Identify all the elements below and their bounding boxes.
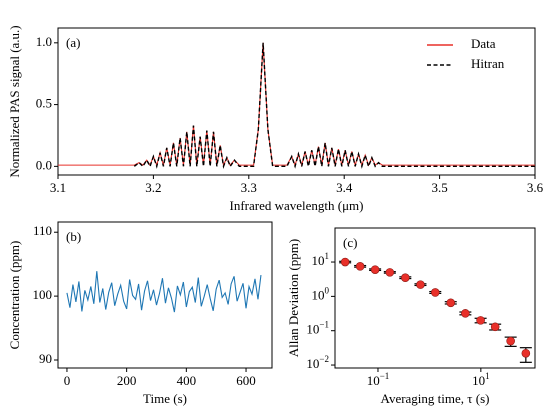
y-tick-label: 1.0	[36, 34, 52, 49]
plot-frame	[57, 27, 536, 176]
y-tick-label: 10−1	[306, 320, 329, 337]
data-point	[385, 268, 395, 277]
series-line	[58, 42, 535, 168]
plot-frame	[334, 227, 536, 369]
data-point	[401, 273, 410, 282]
x-tick-label: 3.4	[336, 180, 353, 195]
x-tick-label: 400	[177, 373, 197, 388]
y-tick-label-exponent: 1	[325, 251, 330, 261]
x-tick-label: 3.3	[241, 180, 257, 195]
y-tick-label: 100	[312, 285, 330, 302]
x-tick-label: 3.5	[431, 180, 447, 195]
data-point	[416, 280, 425, 289]
y-tick-label-exponent: −1	[319, 320, 329, 330]
y-tick-label: 110	[33, 223, 52, 238]
legend-label: Hitran	[471, 56, 505, 71]
y-tick-label-base: 10	[312, 287, 325, 302]
x-tick-label: 3.2	[145, 180, 161, 195]
y-axis-label: Concentration (ppm)	[7, 241, 22, 350]
x-tick-label-exponent: −1	[380, 371, 390, 381]
x-tick-label-exponent: 1	[485, 371, 490, 381]
y-tick-label: 0.5	[36, 96, 52, 111]
data-point	[506, 336, 515, 346]
data-point	[446, 298, 456, 308]
y-axis-label: Allan Deviation (ppm)	[286, 239, 301, 357]
series-line	[66, 271, 262, 313]
x-axis-label: Infrared wavelength (μm)	[229, 198, 363, 213]
y-tick-label-exponent: −2	[319, 354, 329, 364]
x-tick-label: 600	[236, 373, 256, 388]
data-point	[370, 265, 380, 274]
data-point	[476, 316, 485, 325]
data-point	[490, 322, 500, 332]
y-tick-label-base: 10	[306, 356, 319, 371]
y-tick-label: 10−2	[306, 354, 329, 371]
plot-frame	[57, 221, 273, 369]
y-tick-label: 0.0	[36, 157, 52, 172]
y-tick-label: 90	[39, 351, 52, 366]
x-axis-label: Time (s)	[143, 391, 187, 406]
x-tick-label: 3.1	[50, 180, 66, 195]
y-tick-label-base: 10	[306, 322, 319, 337]
y-tick-label: 100	[33, 287, 53, 302]
x-tick-label: 200	[117, 373, 137, 388]
panel-label: (c)	[343, 235, 357, 250]
y-tick-label-exponent: 0	[325, 285, 330, 295]
y-tick-label-base: 10	[312, 253, 325, 268]
panel-label: (b)	[66, 229, 81, 244]
y-tick-label: 101	[312, 251, 330, 268]
data-point	[461, 309, 470, 318]
x-tick-label: 10−1	[367, 371, 390, 388]
data-point	[355, 262, 365, 271]
y-axis-label: Normalized PAS signal (a.u.)	[7, 25, 22, 177]
x-tick-label: 0	[64, 373, 71, 388]
panel-label: (a)	[66, 35, 80, 50]
x-tick-label-base: 10	[472, 373, 485, 388]
series-line	[133, 42, 535, 170]
legend-label: Data	[471, 36, 496, 51]
x-axis-label: Averaging time, τ (s)	[381, 391, 490, 406]
x-tick-label: 3.6	[527, 180, 544, 195]
x-tick-label: 101	[472, 371, 490, 388]
data-point	[340, 257, 350, 267]
data-point	[430, 288, 440, 297]
x-tick-label-base: 10	[367, 373, 380, 388]
data-point	[521, 348, 531, 358]
